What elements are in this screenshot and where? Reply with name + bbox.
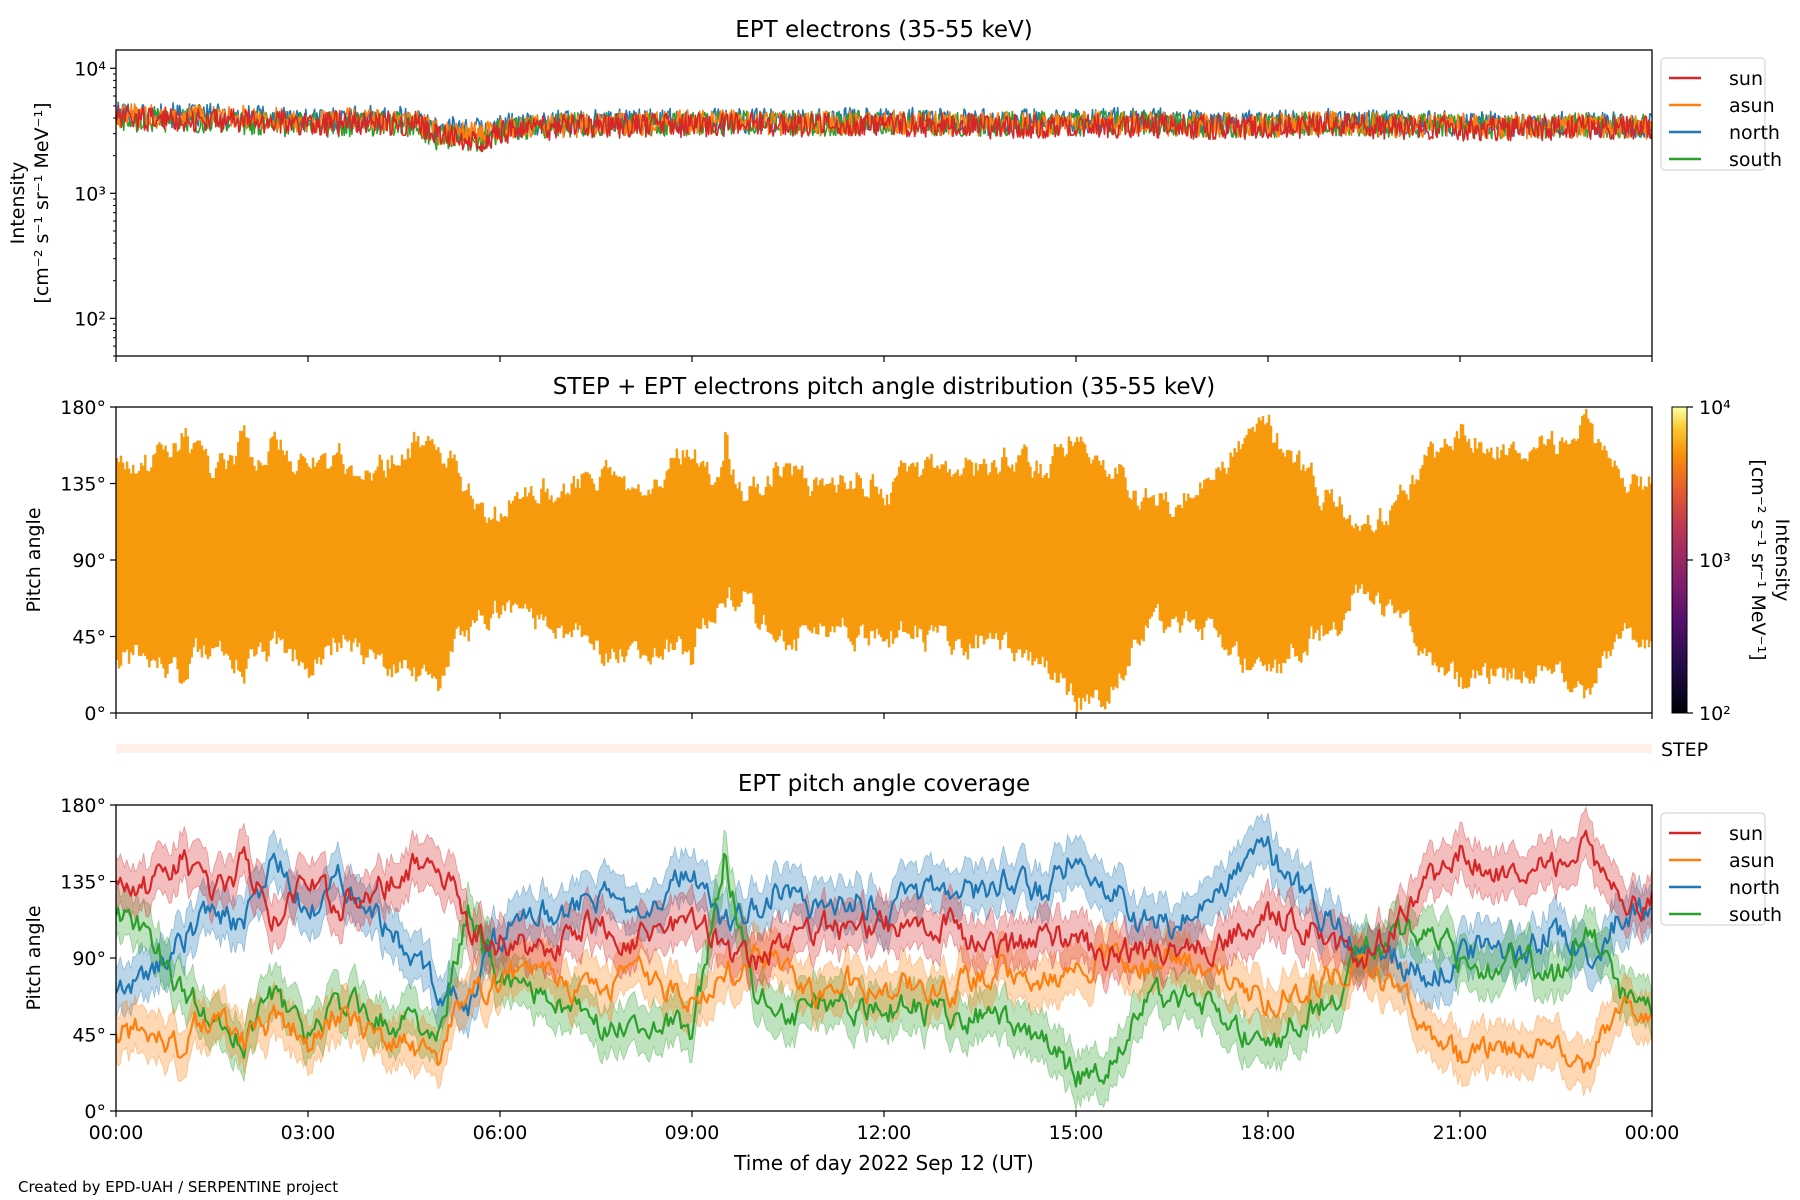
coverage-line-asun [116,942,1652,1074]
panel-intensity: EPT electrons (35-55 keV) 10⁴ 10³ 10² Inte… [7,17,1782,362]
panel1-y-ticks: 10⁴ 10³ 10² [74,58,116,357]
colorbar-tick-label: 10³ [1699,550,1731,572]
colorbar-ticks: 10⁴ 10³ 10² [1687,397,1731,725]
panel3-legend: sun asun north south [1660,812,1782,926]
panel-pad: STEP + EPT electrons pitch angle distrib… [23,374,1793,725]
x-tick-label: 15:00 [1049,1122,1104,1144]
panel3-y-ticks: 180° 135° 90° 45° 0° [60,795,116,1123]
panel1-ylabel-line2: [cm⁻² s⁻¹ sr⁻¹ MeV⁻¹] [31,102,53,303]
series-line-sun [116,105,1652,153]
pad-cells [116,408,1652,713]
coverage-band-asun [116,918,1652,1097]
step-label: STEP [1661,739,1708,761]
coverage-line-sun [116,829,1652,972]
legend-box [1660,812,1766,926]
y-tick-label: 90° [72,550,106,572]
panel2-title: STEP + EPT electrons pitch angle distrib… [553,374,1215,400]
colorbar [1671,406,1688,714]
panel2-x-ticks [115,713,1653,719]
y-tick-label: 45° [72,1025,106,1047]
legend-label-asun: asun [1729,95,1775,117]
y-tick-label: 180° [60,795,106,817]
colorbar-tick-label: 10² [1699,703,1731,725]
legend-label-south: south [1729,149,1782,171]
legend-box [1660,57,1766,171]
y-tick-label: 10³ [74,183,106,205]
legend-label-north: north [1729,877,1780,899]
y-tick-label: 135° [60,872,106,894]
panel3-ylabel: Pitch angle [23,905,45,1010]
x-tick-label: 12:00 [857,1122,912,1144]
legend-label-asun: asun [1729,850,1775,872]
step-strip: STEP [116,739,1708,761]
y-tick-label: 0° [84,703,106,725]
panel-coverage: EPT pitch angle coverage 180° 135° 90° 45° 0… [23,771,1782,1175]
y-tick-label: 10² [74,308,106,330]
panel1-series-group [116,101,1652,153]
colorbar-label-line1: Intensity [1771,519,1793,602]
y-tick-label: 135° [60,474,106,496]
x-tick-label: 09:00 [665,1122,720,1144]
panel3-x-ticks: 00:00 03:00 06:00 09:00 12:00 15:00 18:00 21:00… [89,1111,1680,1144]
x-tick-label: 00:00 [1625,1122,1680,1144]
panel1-ylabel: Intensity [cm⁻² s⁻¹ sr⁻¹ MeV⁻¹] [7,102,53,303]
x-tick-label: 21:00 [1433,1122,1488,1144]
legend-label-north: north [1729,122,1780,144]
panel1-legend: sun asun north south [1660,57,1782,171]
pad-heatmap [116,408,1652,713]
step-bar [116,744,1652,753]
legend-label-sun: sun [1729,823,1763,845]
x-tick-label: 06:00 [473,1122,528,1144]
colorbar-label-line2: [cm⁻² s⁻¹ sr⁻¹ MeV⁻¹] [1747,459,1769,660]
x-tick-label: 18:00 [1241,1122,1296,1144]
panel3-series-group [116,805,1652,1111]
y-tick-label: 0° [84,1101,106,1123]
panel2-y-ticks: 180° 135° 90° 45° 0° [60,397,116,725]
colorbar-label: Intensity [cm⁻² s⁻¹ sr⁻¹ MeV⁻¹] [1747,459,1793,660]
x-tick-label: 03:00 [281,1122,336,1144]
panel1-title: EPT electrons (35-55 keV) [735,17,1032,43]
panel1-x-ticks [115,356,1653,362]
x-tick-label: 00:00 [89,1122,144,1144]
y-tick-label: 90° [72,948,106,970]
y-tick-label: 45° [72,627,106,649]
footer-credit: Created by EPD-UAH / SERPENTINE project [18,1178,338,1196]
legend-label-south: south [1729,904,1782,926]
legend-label-sun: sun [1729,68,1763,90]
y-tick-label: 180° [60,397,106,419]
x-axis-label: Time of day 2022 Sep 12 (UT) [733,1151,1034,1175]
panel2-ylabel: Pitch angle [23,507,45,612]
panel1-frame [115,49,1653,357]
panel3-title: EPT pitch angle coverage [738,771,1030,797]
y-tick-label: 10⁴ [74,58,106,80]
colorbar-tick-label: 10⁴ [1699,397,1731,419]
panel1-ylabel-line1: Intensity [7,162,29,245]
